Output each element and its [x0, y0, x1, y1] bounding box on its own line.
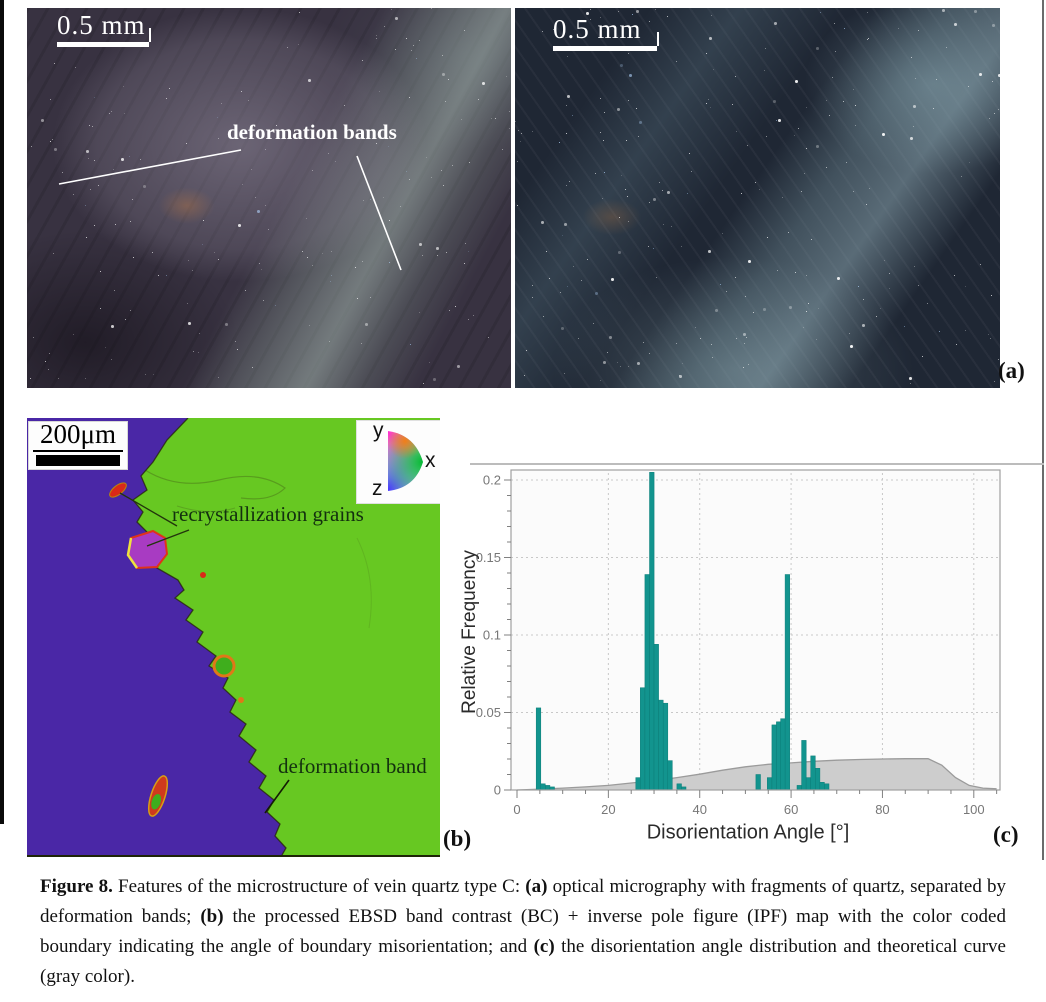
svg-text:0.05: 0.05	[476, 705, 501, 720]
ebsd-ipf-map: 200μm	[27, 418, 440, 857]
svg-text:80: 80	[875, 802, 889, 817]
speckle-field	[27, 8, 28, 9]
deformation-band-label: deformation band	[278, 754, 427, 778]
scale-bar-text: 0.5 mm	[553, 14, 642, 44]
disorientation-histogram: 0 20 40 60 80 100 0 0.05 0.1 0.15 0.2	[476, 469, 1001, 817]
scale-bar-tick	[657, 32, 659, 46]
annotation-leader-lines	[58, 149, 402, 271]
ipf-triangle	[388, 431, 423, 491]
svg-text:60: 60	[784, 802, 798, 817]
recrystallized-grain	[212, 654, 236, 678]
ebsd-map-graphics	[27, 418, 372, 855]
purple-band-region	[27, 418, 286, 855]
panel-b-label: (b)	[443, 826, 472, 851]
optical-micrograph-right: 0.5 mm	[515, 8, 1000, 388]
ipf-axis-x: x	[425, 449, 436, 472]
ipf-axis-y: y	[373, 419, 384, 442]
ipf-axis-z: z	[372, 477, 383, 500]
ipf-color-key: y x z	[357, 419, 440, 503]
svg-text:0.1: 0.1	[483, 628, 501, 643]
scale-bar: 0.5 mm	[553, 14, 659, 51]
chart-top-rule	[470, 463, 1044, 465]
scale-bar-line	[57, 42, 149, 47]
scale-bar-text: 0.5 mm	[57, 10, 146, 40]
figure-caption: Figure 8. Features of the microstructure…	[40, 876, 1006, 987]
scale-bar: 200μm	[29, 419, 127, 469]
svg-text:20: 20	[601, 802, 615, 817]
scale-bar-line	[553, 46, 657, 51]
y-axis-label: Relative Frequency	[459, 550, 480, 714]
scale-bar: 0.5 mm	[57, 10, 151, 47]
speckle-field	[515, 8, 516, 9]
recrystallized-grain	[200, 572, 206, 578]
scale-bar-line	[36, 455, 120, 466]
scale-bar-tick	[149, 28, 151, 42]
svg-text:0: 0	[513, 802, 520, 817]
page-left-rule	[0, 0, 4, 824]
panel-c-label: (c)	[993, 822, 1019, 847]
scale-bar-text: 200μm	[33, 419, 123, 452]
svg-text:40: 40	[692, 802, 706, 817]
svg-text:0.2: 0.2	[483, 473, 501, 488]
svg-text:0: 0	[494, 783, 501, 798]
panel-a-label: (a)	[998, 358, 1025, 383]
svg-text:100: 100	[963, 802, 985, 817]
svg-text:0.15: 0.15	[476, 550, 501, 565]
x-axis-label: Disorientation Angle [°]	[646, 821, 850, 844]
deformation-bands-label: deformation bands	[227, 120, 397, 144]
band-boundary	[132, 418, 287, 855]
recrystallized-grain	[238, 697, 244, 703]
optical-micrograph-left: 0.5 mm deformation bands	[27, 8, 511, 388]
page-right-rule	[1042, 0, 1044, 860]
recrystallization-grains-label: recrystallization grains	[172, 502, 364, 526]
